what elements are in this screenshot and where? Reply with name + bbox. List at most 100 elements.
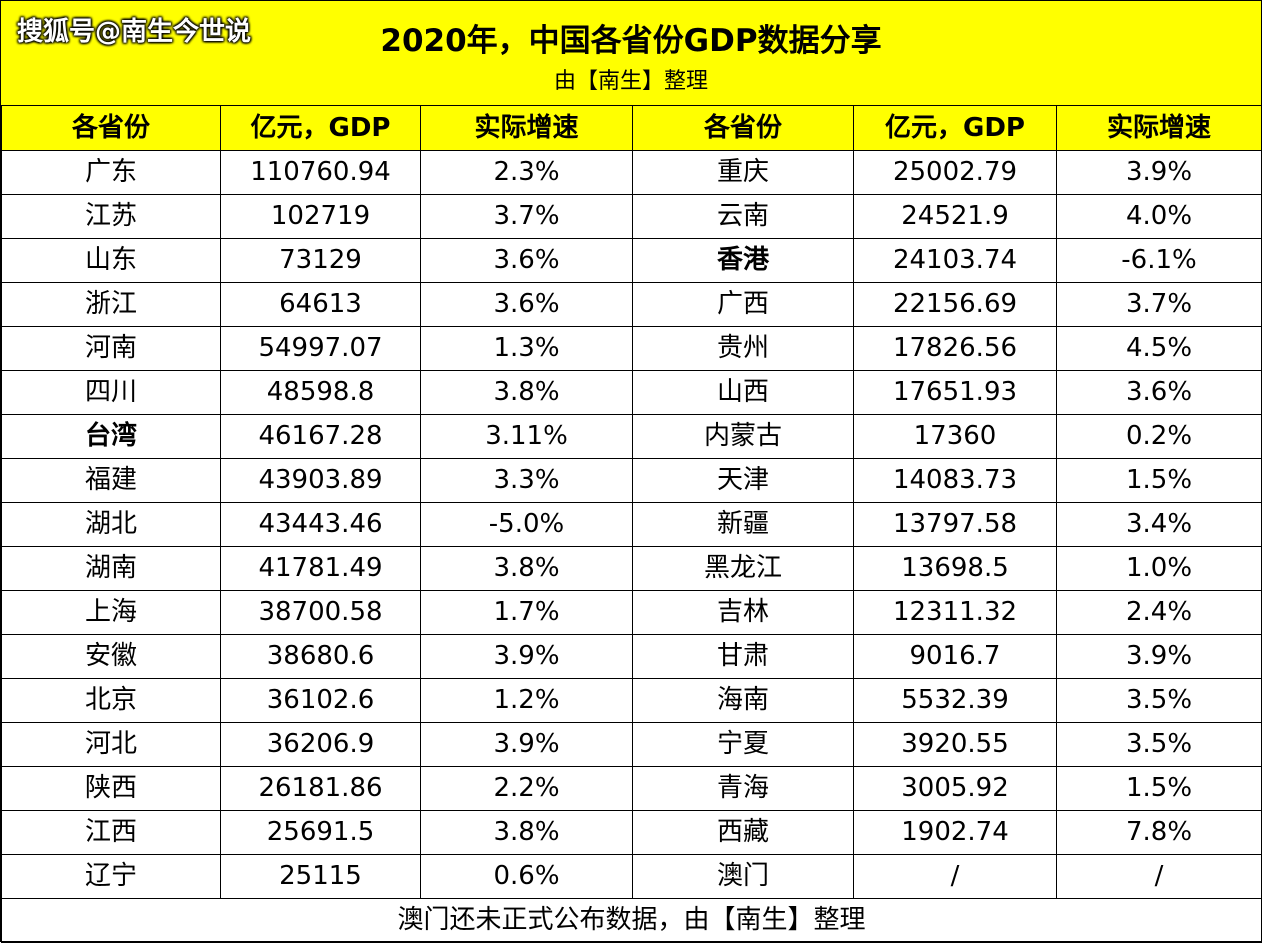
growth-cell: 1.3% — [420, 326, 633, 371]
header-cell: 亿元，GDP — [853, 105, 1057, 151]
growth-cell: 3.7% — [1056, 282, 1262, 327]
growth-cell: / — [1056, 854, 1262, 899]
page-title: 2020年，中国各省份GDP数据分享 — [380, 23, 882, 59]
province-cell: 海南 — [632, 678, 854, 723]
gdp-cell: 13698.5 — [853, 546, 1057, 591]
gdp-cell: 9016.7 — [853, 634, 1057, 679]
table-row: 河南 54997.07 1.3% 贵州 17826.56 4.5% — [1, 326, 1262, 371]
province-cell: 山西 — [632, 370, 854, 415]
table-row: 台湾 46167.28 3.11% 内蒙古 17360 0.2% — [1, 414, 1262, 459]
growth-cell: 3.5% — [1056, 722, 1262, 767]
province-cell: 江西 — [1, 810, 221, 855]
table-row: 河北 36206.9 3.9% 宁夏 3920.55 3.5% — [1, 722, 1262, 767]
gdp-cell: 36206.9 — [220, 722, 421, 767]
growth-cell: -6.1% — [1056, 238, 1262, 283]
table-row: 上海 38700.58 1.7% 吉林 12311.32 2.4% — [1, 590, 1262, 635]
table-row: 浙江 64613 3.6% 广西 22156.69 3.7% — [1, 282, 1262, 327]
table-row: 福建 43903.89 3.3% 天津 14083.73 1.5% — [1, 458, 1262, 503]
province-cell: 江苏 — [1, 194, 221, 239]
growth-cell: -5.0% — [420, 502, 633, 547]
province-cell: 天津 — [632, 458, 854, 503]
gdp-cell: 48598.8 — [220, 370, 421, 415]
province-cell: 四川 — [1, 370, 221, 415]
gdp-cell: 41781.49 — [220, 546, 421, 591]
gdp-cell: 64613 — [220, 282, 421, 327]
province-cell: 重庆 — [632, 150, 854, 195]
province-cell: 新疆 — [632, 502, 854, 547]
growth-cell: 3.6% — [1056, 370, 1262, 415]
title-band: 搜狐号@南生今世说 2020年，中国各省份GDP数据分享 由【南生】整理 — [1, 1, 1261, 106]
footer-note: 澳门还未正式公布数据，由【南生】整理 — [1, 898, 1262, 943]
table-body: 广东 110760.94 2.3% 重庆 25002.79 3.9% 江苏 102719 3.7… — [1, 150, 1262, 943]
table-row: 辽宁 25115 0.6% 澳门 / / — [1, 854, 1262, 899]
growth-cell: 3.5% — [1056, 678, 1262, 723]
gdp-cell: 25691.5 — [220, 810, 421, 855]
gdp-cell: 14083.73 — [853, 458, 1057, 503]
growth-cell: 2.2% — [420, 766, 633, 811]
growth-cell: 3.7% — [420, 194, 633, 239]
growth-cell: 3.9% — [1056, 150, 1262, 195]
gdp-cell: 54997.07 — [220, 326, 421, 371]
growth-cell: 2.4% — [1056, 590, 1262, 635]
province-cell: 西藏 — [632, 810, 854, 855]
province-cell: 黑龙江 — [632, 546, 854, 591]
province-cell: 陕西 — [1, 766, 221, 811]
table-row: 江苏 102719 3.7% 云南 24521.9 4.0% — [1, 194, 1262, 239]
growth-cell: 1.2% — [420, 678, 633, 723]
growth-cell: 2.3% — [420, 150, 633, 195]
province-cell: 北京 — [1, 678, 221, 723]
gdp-cell: 36102.6 — [220, 678, 421, 723]
table-row: 广东 110760.94 2.3% 重庆 25002.79 3.9% — [1, 150, 1262, 195]
province-cell: 安徽 — [1, 634, 221, 679]
table-row: 山东 73129 3.6% 香港 24103.74 -6.1% — [1, 238, 1262, 283]
province-cell: 青海 — [632, 766, 854, 811]
header-cell: 实际增速 — [420, 105, 633, 151]
gdp-cell: 5532.39 — [853, 678, 1057, 723]
watermark: 搜狐号@南生今世说 — [17, 17, 252, 47]
growth-cell: 3.8% — [420, 810, 633, 855]
province-cell: 内蒙古 — [632, 414, 854, 459]
table-row: 湖北 43443.46 -5.0% 新疆 13797.58 3.4% — [1, 502, 1262, 547]
province-cell: 广东 — [1, 150, 221, 195]
growth-cell: 1.0% — [1056, 546, 1262, 591]
province-cell: 宁夏 — [632, 722, 854, 767]
header-cell: 各省份 — [1, 105, 221, 151]
growth-cell: 3.6% — [420, 282, 633, 327]
gdp-cell: 17826.56 — [853, 326, 1057, 371]
gdp-cell: 24103.74 — [853, 238, 1057, 283]
table-row: 陕西 26181.86 2.2% 青海 3005.92 1.5% — [1, 766, 1262, 811]
gdp-cell: 38700.58 — [220, 590, 421, 635]
page-subtitle: 由【南生】整理 — [553, 69, 708, 94]
growth-cell: 1.5% — [1056, 766, 1262, 811]
gdp-cell: 22156.69 — [853, 282, 1057, 327]
table-row: 四川 48598.8 3.8% 山西 17651.93 3.6% — [1, 370, 1262, 415]
gdp-cell: 102719 — [220, 194, 421, 239]
header-cell: 亿元，GDP — [220, 105, 421, 151]
province-cell: 河南 — [1, 326, 221, 371]
gdp-cell: 13797.58 — [853, 502, 1057, 547]
gdp-cell: 3005.92 — [853, 766, 1057, 811]
growth-cell: 4.0% — [1056, 194, 1262, 239]
growth-cell: 3.9% — [1056, 634, 1262, 679]
gdp-cell: 25002.79 — [853, 150, 1057, 195]
gdp-cell: 17360 — [853, 414, 1057, 459]
growth-cell: 3.9% — [420, 634, 633, 679]
gdp-table: 各省份 亿元，GDP 实际增速 各省份 亿元，GDP 实际增速 广东 110760… — [1, 105, 1262, 943]
province-cell: 台湾 — [1, 414, 221, 459]
province-cell: 上海 — [1, 590, 221, 635]
growth-cell: 3.6% — [420, 238, 633, 283]
growth-cell: 7.8% — [1056, 810, 1262, 855]
province-cell: 河北 — [1, 722, 221, 767]
growth-cell: 3.9% — [420, 722, 633, 767]
growth-cell: 3.3% — [420, 458, 633, 503]
gdp-cell: 17651.93 — [853, 370, 1057, 415]
province-cell: 澳门 — [632, 854, 854, 899]
gdp-cell: 26181.86 — [220, 766, 421, 811]
table-row: 安徽 38680.6 3.9% 甘肃 9016.7 3.9% — [1, 634, 1262, 679]
growth-cell: 3.4% — [1056, 502, 1262, 547]
province-cell: 吉林 — [632, 590, 854, 635]
growth-cell: 3.11% — [420, 414, 633, 459]
gdp-cell: 43903.89 — [220, 458, 421, 503]
table-row: 江西 25691.5 3.8% 西藏 1902.74 7.8% — [1, 810, 1262, 855]
